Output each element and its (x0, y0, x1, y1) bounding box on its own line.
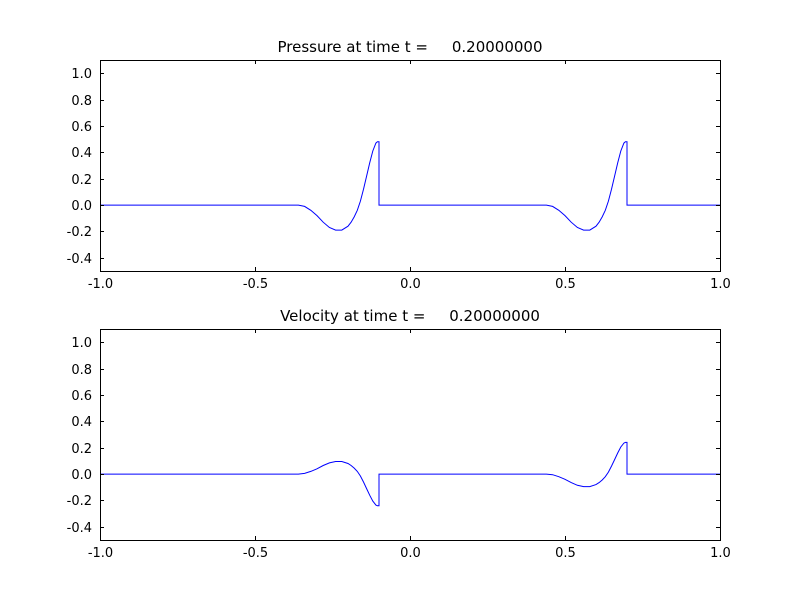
y-tick-label: 0.2 (71, 173, 92, 188)
x-tick-label: 1.0 (710, 277, 731, 292)
axes-frame (100, 329, 721, 541)
y-tick-label: -0.2 (67, 225, 92, 240)
y-tick-label: 0.0 (71, 199, 92, 214)
y-tick-label: 0.8 (71, 363, 92, 378)
x-tick-label: 0.5 (555, 546, 576, 561)
x-tick-label: -1.0 (88, 546, 113, 561)
y-tick-label: 0.8 (71, 94, 92, 109)
subplot-title-velocity: Velocity at time t = 0.20000000 (280, 307, 540, 325)
y-tick-label: 1.0 (71, 336, 92, 351)
x-tick-label: 0.0 (400, 546, 421, 561)
x-tick-label: -0.5 (243, 277, 268, 292)
y-tick-label: 0.4 (71, 146, 92, 161)
y-tick-label: 0.6 (71, 389, 92, 404)
x-tick-label: 0.0 (400, 277, 421, 292)
y-tick-label: 0.2 (71, 442, 92, 457)
y-tick-label: 0.4 (71, 415, 92, 430)
velocity-line (100, 441, 720, 507)
subplot-0: -1.0 -0.5 0.0 0.5 1.0 -0.4 -0.2 0.0 0.2 0.4 0.6 0.8… (67, 60, 731, 292)
subplot-title-pressure: Pressure at time t = 0.20000000 (277, 38, 543, 56)
x-tick-label: -0.5 (243, 546, 268, 561)
y-tick-label: 0.6 (71, 120, 92, 135)
y-tick-label: -0.4 (67, 521, 92, 536)
y-tick-label: -0.4 (67, 252, 92, 267)
x-tick-label: -1.0 (88, 277, 113, 292)
y-tick-label: 1.0 (71, 67, 92, 82)
pressure-line (100, 141, 720, 231)
x-tick-label: 0.5 (555, 277, 576, 292)
subplot-1: -1.0 -0.5 0.0 0.5 1.0 -0.4 -0.2 0.0 0.2 0.4 0.6 0.8… (67, 329, 731, 561)
y-tick-label: -0.2 (67, 494, 92, 509)
y-tick-label: 0.0 (71, 468, 92, 483)
x-tick-label: 1.0 (710, 546, 731, 561)
